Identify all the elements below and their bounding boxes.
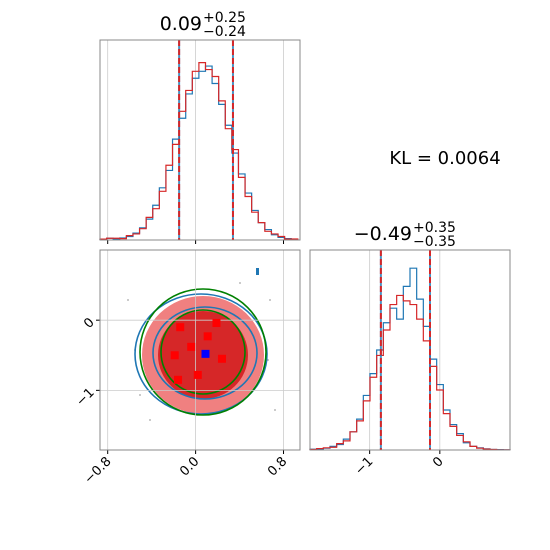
x-tick-label: 0.8 [265, 454, 290, 479]
histogram-step [99, 65, 299, 241]
sample-point [193, 370, 202, 379]
sample-point [170, 351, 179, 360]
sample-point [176, 323, 185, 332]
x-tick-label: 0 [430, 454, 446, 470]
contour-blue-inner [152, 306, 258, 400]
outlier-mark [256, 268, 259, 275]
title-plus: +0.25 [203, 10, 246, 26]
sample-point [203, 332, 212, 341]
kl-annotation: KL = 0.0064 [389, 148, 500, 169]
contour-green-inner [160, 309, 246, 395]
x-tick-label: 0.0 [177, 454, 202, 479]
contour-green-outer [139, 288, 267, 416]
title-minus: −0.24 [203, 24, 246, 40]
x-tick-label: −0.8 [82, 454, 115, 487]
x-tick-label: −1 [352, 454, 376, 478]
contour-layers [127, 268, 276, 421]
scatter-dots [127, 282, 276, 421]
sample-point [187, 342, 196, 351]
panel-frame [99, 249, 301, 451]
histogram-step [99, 62, 299, 240]
histogram-step [309, 294, 511, 451]
title-median: −0.49 [354, 223, 412, 245]
contour-blue-outer [134, 293, 268, 415]
sample-point [212, 318, 221, 327]
histogram-step [309, 267, 511, 451]
title-minus: −0.35 [413, 234, 456, 250]
sample-point [174, 375, 183, 384]
title-plus: +0.35 [413, 220, 456, 236]
panel-frame [99, 39, 301, 241]
panel-frame [309, 249, 511, 451]
center-point [201, 349, 210, 358]
sample-point [217, 354, 226, 363]
y-tick-label: 0 [81, 315, 97, 331]
title-median: 0.09 [160, 13, 202, 35]
y-tick-label: −1 [73, 385, 97, 409]
